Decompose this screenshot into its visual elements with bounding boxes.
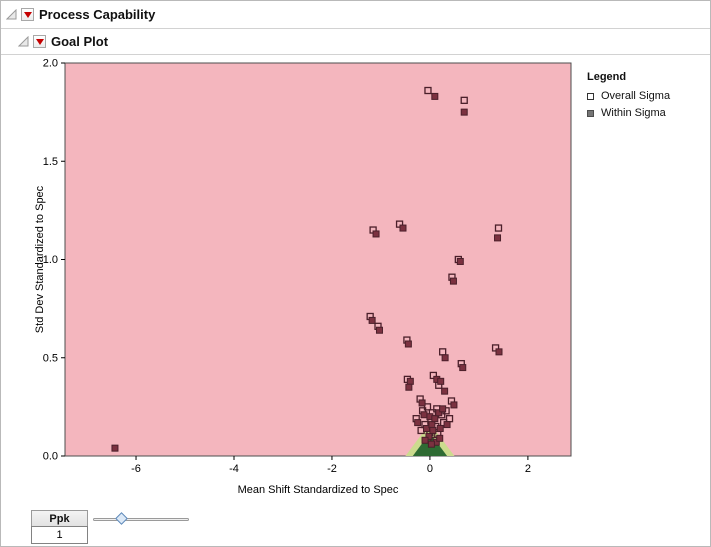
legend-label-overall-sigma: Overall Sigma bbox=[601, 90, 671, 102]
red-triangle-arrow bbox=[23, 11, 32, 18]
panel-title-process-capability: Process Capability bbox=[39, 7, 156, 22]
panel-header-goal-plot: Goal Plot bbox=[1, 29, 710, 55]
plot-background-red-zone[interactable] bbox=[64, 62, 572, 457]
legend-title: Legend bbox=[587, 71, 627, 83]
red-triangle-menu-icon[interactable] bbox=[21, 8, 34, 21]
ppk-slider-track[interactable] bbox=[93, 518, 189, 521]
x-tick-label: 2 bbox=[525, 463, 531, 475]
y-axis-title: Std Dev Standardized to Spec bbox=[34, 185, 46, 333]
data-point[interactable] bbox=[406, 377, 414, 385]
data-point[interactable] bbox=[368, 316, 376, 324]
data-point[interactable] bbox=[404, 340, 412, 348]
y-tick-label: 0.0 bbox=[43, 451, 58, 463]
data-point[interactable] bbox=[372, 230, 380, 238]
data-point[interactable] bbox=[436, 434, 444, 442]
ppk-value-input[interactable] bbox=[31, 526, 88, 544]
red-triangle-menu-icon[interactable] bbox=[33, 35, 46, 48]
data-point[interactable] bbox=[414, 419, 422, 427]
ppk-slider-thumb[interactable] bbox=[115, 512, 129, 525]
data-point[interactable] bbox=[420, 411, 428, 419]
x-tick-label: 0 bbox=[427, 463, 433, 475]
x-tick-label: -6 bbox=[131, 463, 141, 475]
open-square-marker-icon bbox=[587, 92, 594, 100]
x-tick-label: -4 bbox=[229, 463, 239, 475]
disclosure-triangle-icon[interactable] bbox=[6, 9, 17, 20]
disclosure-triangle-icon[interactable] bbox=[18, 36, 29, 47]
legend-label-within-sigma: Within Sigma bbox=[601, 107, 666, 119]
data-point[interactable] bbox=[427, 440, 435, 448]
data-point[interactable] bbox=[428, 421, 436, 429]
data-point[interactable] bbox=[449, 277, 457, 285]
legend-item-overall-sigma[interactable]: Overall Sigma bbox=[587, 90, 707, 102]
data-point[interactable] bbox=[439, 405, 447, 413]
data-point[interactable] bbox=[431, 415, 439, 423]
data-point[interactable] bbox=[436, 424, 444, 432]
x-tick-label: -2 bbox=[327, 463, 337, 475]
data-point[interactable] bbox=[421, 436, 429, 444]
panel-title-goal-plot: Goal Plot bbox=[51, 34, 109, 49]
data-point[interactable] bbox=[429, 426, 437, 434]
x-axis-title: Mean Shift Standardized to Spec bbox=[238, 484, 399, 496]
data-point[interactable] bbox=[495, 348, 503, 356]
data-point[interactable] bbox=[435, 409, 443, 417]
data-point[interactable] bbox=[494, 224, 503, 232]
panel-header-process-capability: Process Capability bbox=[1, 1, 710, 29]
data-point[interactable] bbox=[405, 383, 413, 391]
data-point[interactable] bbox=[450, 401, 458, 409]
goal-plot-chart[interactable]: -6 -4 -2 0 2 0.0 0.5 1.0 1.5 2.0 Mean Shift Standa… bbox=[1, 56, 711, 506]
legend: Legend Overall Sigma Within Sigma bbox=[587, 71, 707, 124]
data-point[interactable] bbox=[418, 399, 426, 407]
y-tick-label: 2.0 bbox=[43, 58, 58, 70]
data-point[interactable] bbox=[424, 86, 432, 95]
data-point[interactable] bbox=[460, 96, 468, 104]
ppk-slider[interactable] bbox=[93, 512, 189, 526]
data-point[interactable] bbox=[460, 108, 468, 116]
legend-item-within-sigma[interactable]: Within Sigma bbox=[587, 107, 707, 119]
data-point[interactable] bbox=[459, 364, 467, 372]
data-point[interactable] bbox=[423, 403, 432, 411]
data-point[interactable] bbox=[441, 354, 449, 362]
data-point[interactable] bbox=[443, 421, 451, 429]
y-tick-label: 0.5 bbox=[43, 352, 58, 364]
ppk-column-header: Ppk bbox=[31, 510, 88, 527]
filled-square-marker-icon bbox=[587, 109, 594, 117]
y-tick-label: 1.0 bbox=[43, 254, 58, 266]
data-point[interactable] bbox=[437, 377, 445, 385]
data-point[interactable] bbox=[111, 444, 119, 452]
y-tick-label: 1.5 bbox=[43, 156, 58, 168]
red-triangle-arrow bbox=[35, 38, 44, 45]
data-point[interactable] bbox=[375, 326, 383, 334]
data-point[interactable] bbox=[441, 387, 449, 395]
data-point[interactable] bbox=[494, 234, 502, 242]
data-point[interactable] bbox=[425, 432, 433, 440]
data-point[interactable] bbox=[431, 92, 439, 100]
data-point[interactable] bbox=[456, 257, 464, 265]
data-point[interactable] bbox=[399, 224, 407, 232]
